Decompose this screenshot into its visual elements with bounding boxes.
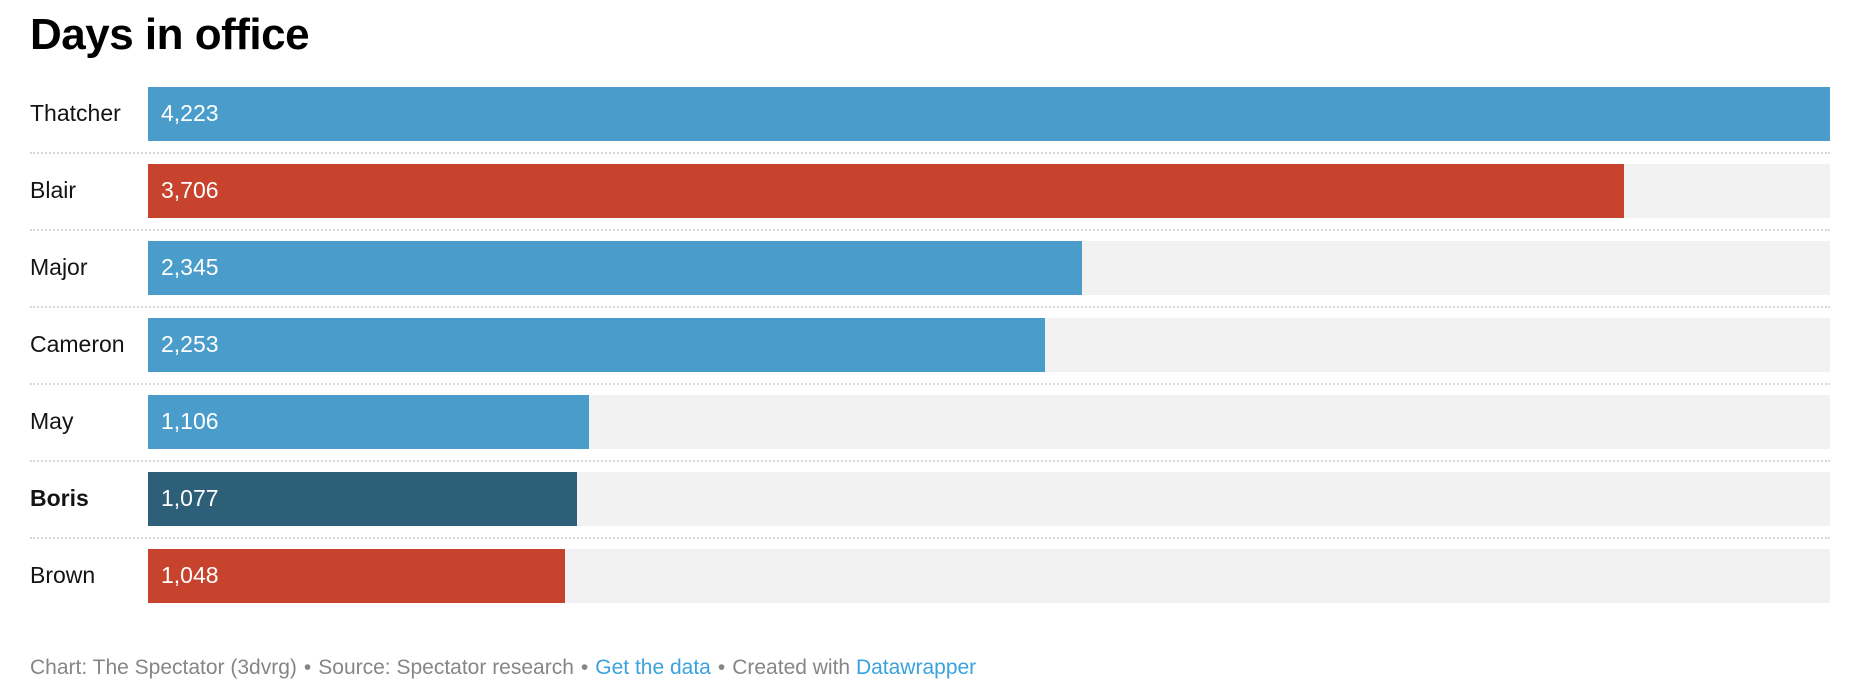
category-label: Brown bbox=[30, 562, 96, 589]
bar-track: 2,253 bbox=[148, 317, 1830, 372]
source-text: Source: Spectator research bbox=[318, 655, 574, 679]
bar-track: 1,048 bbox=[148, 548, 1830, 603]
bar-chart: Thatcher 4,223 Blair 3,706 Major 2,345 C… bbox=[30, 86, 1830, 614]
value-label: 3,706 bbox=[161, 177, 219, 204]
footer-separator: • bbox=[303, 655, 312, 679]
bar-track: 4,223 bbox=[148, 86, 1830, 141]
value-label: 2,345 bbox=[161, 254, 219, 281]
value-label: 2,253 bbox=[161, 331, 219, 358]
category-label: Major bbox=[30, 254, 88, 281]
footer-separator: • bbox=[717, 655, 726, 679]
value-label: 1,106 bbox=[161, 408, 219, 435]
chart-row: Thatcher 4,223 bbox=[30, 86, 1830, 152]
chart-credit: Chart: The Spectator (3dvrg) bbox=[30, 655, 297, 679]
bar: 3,706 bbox=[148, 163, 1625, 218]
chart-row: Boris 1,077 bbox=[30, 459, 1830, 537]
chart-title: Days in office bbox=[30, 10, 310, 59]
bar: 1,048 bbox=[148, 548, 566, 603]
bar: 1,077 bbox=[148, 471, 577, 526]
chart-row: Major 2,345 bbox=[30, 228, 1830, 306]
get-the-data-link[interactable]: Get the data bbox=[595, 655, 711, 679]
bar-track: 3,706 bbox=[148, 163, 1830, 218]
created-with-text: Created with bbox=[732, 655, 851, 679]
chart-row: Cameron 2,253 bbox=[30, 305, 1830, 383]
category-label: May bbox=[30, 408, 74, 435]
chart-row: Blair 3,706 bbox=[30, 151, 1830, 229]
category-label: Boris bbox=[30, 485, 89, 512]
footer-attribution: Chart: The Spectator (3dvrg) • Source: Spe… bbox=[30, 656, 1830, 680]
category-label: Cameron bbox=[30, 331, 125, 358]
bar: 1,106 bbox=[148, 394, 589, 449]
value-label: 1,077 bbox=[161, 485, 219, 512]
footer-separator: • bbox=[580, 655, 589, 679]
datawrapper-link[interactable]: Datawrapper bbox=[855, 655, 977, 679]
bar: 2,253 bbox=[148, 317, 1046, 372]
value-label: 1,048 bbox=[161, 562, 219, 589]
chart-row: Brown 1,048 bbox=[30, 536, 1830, 614]
bar-track: 1,077 bbox=[148, 471, 1830, 526]
category-label: Thatcher bbox=[30, 100, 121, 127]
value-label: 4,223 bbox=[161, 100, 219, 127]
bar: 2,345 bbox=[148, 240, 1082, 295]
category-label: Blair bbox=[30, 177, 77, 204]
chart-row: May 1,106 bbox=[30, 382, 1830, 460]
bar-track: 1,106 bbox=[148, 394, 1830, 449]
bar: 4,223 bbox=[148, 86, 1830, 141]
bar-track: 2,345 bbox=[148, 240, 1830, 295]
